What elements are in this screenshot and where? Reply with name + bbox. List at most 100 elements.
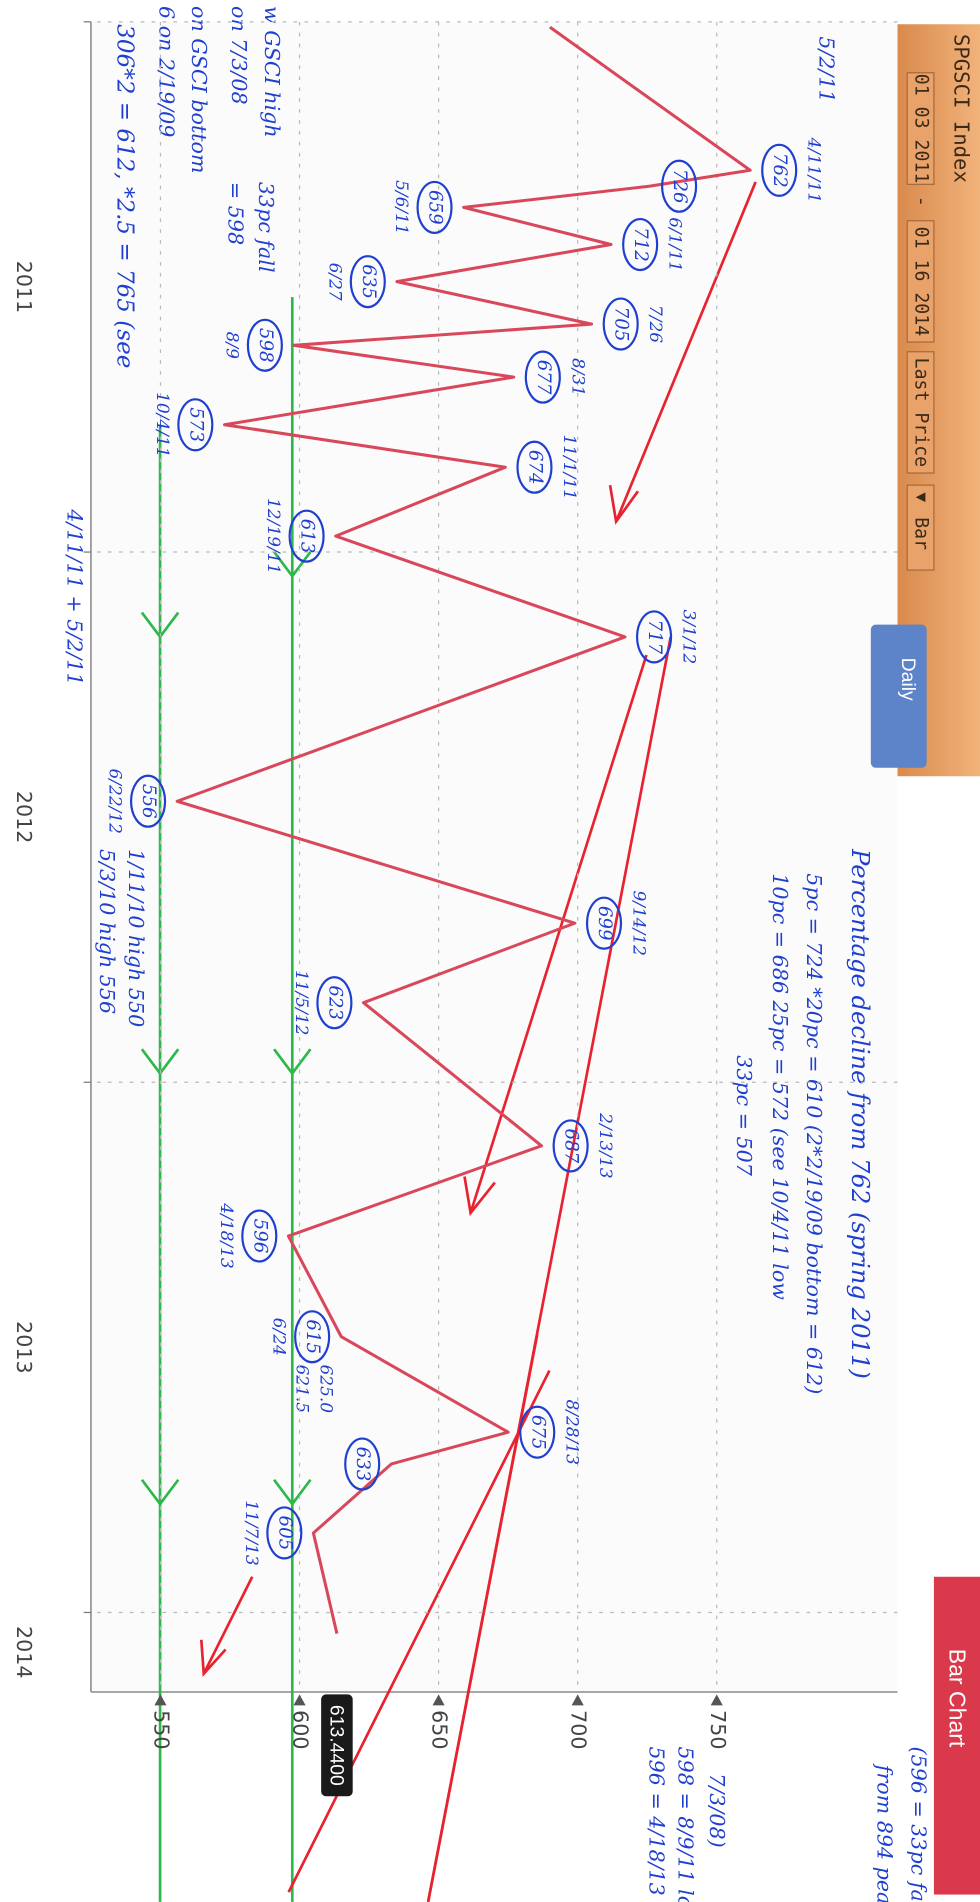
annotation-arrows (140, 181, 757, 1902)
value-label: 699 (594, 906, 615, 941)
note: 598 = 8/9/11 low (674, 1747, 698, 1902)
note: from 894 peak (872, 1763, 896, 1902)
y-tick-mark (710, 1694, 723, 1706)
label-circle (316, 976, 353, 1030)
date-label: 5/6/11 (391, 180, 411, 235)
note: Percentage decline from 762 (spring 2011… (846, 848, 875, 1379)
label-circle (416, 180, 453, 234)
date-label: 11/1/11 (559, 434, 579, 499)
date-label: 9/14/12 (628, 890, 648, 955)
label-circle (288, 509, 325, 563)
view-button[interactable] (933, 1576, 980, 1895)
note: 6 on 2/19/09 (154, 6, 178, 137)
value-label: 598 (255, 328, 276, 363)
notes: Percentage decline from 762 (spring 2011… (62, 6, 930, 1902)
y-tick-mark (154, 1694, 167, 1706)
value-label: 675 (527, 1415, 548, 1450)
value-label: 674 (524, 450, 545, 485)
note: 4/11/11 + 5/2/11 (62, 508, 86, 685)
view[interactable]: Bar Chart (945, 1649, 971, 1748)
y-tick-label: 550 (149, 1710, 173, 1749)
date-label: 8/9 (221, 332, 241, 360)
note: 596 = 4/18/13 low (644, 1747, 668, 1902)
note: 621.5 (291, 1365, 311, 1414)
date-label: 12/19/11 (263, 498, 283, 574)
y-tick-label: 600 (289, 1710, 313, 1749)
x-tick-label: 2013 (12, 1321, 36, 1373)
price-line (175, 25, 752, 1635)
date-label: 6/27 (324, 263, 344, 301)
value-label: 717 (644, 620, 665, 655)
date-label: 8/28/13 (562, 1399, 582, 1464)
label-circle (661, 159, 698, 213)
y-tick-mark (293, 1694, 306, 1706)
toolbar (897, 24, 980, 777)
green-arrows (140, 297, 312, 1902)
note: 33pc fall (254, 182, 278, 273)
date-label: 7/26 (645, 305, 665, 343)
note: 5/3/10 high 556 (95, 849, 119, 1014)
date-label: 3/1/12 (679, 610, 699, 665)
value-label: 623 (324, 985, 345, 1020)
period-tab[interactable] (870, 624, 927, 768)
note: 625.0 (316, 1365, 336, 1414)
value-label: 762 (769, 153, 790, 188)
last-price-label: 613.4400 (326, 1705, 348, 1786)
value-label: 687 (561, 1129, 582, 1164)
note: 1/11/10 high 550 (124, 849, 148, 1027)
label-circle (602, 297, 639, 351)
y-tick-label: 650 (428, 1710, 452, 1749)
note: 7/3/08) (705, 1773, 729, 1847)
landscape-chart: SPGSCI Index 01 03 2011 - 01 16 2014 Las… (12, 6, 980, 1902)
style-box[interactable] (906, 484, 935, 571)
field-box[interactable] (906, 351, 935, 474)
label-circle (344, 1437, 381, 1491)
start-date-box[interactable] (906, 72, 935, 185)
y-tick-mark (571, 1694, 584, 1706)
value-label: 573 (185, 407, 206, 442)
label-circle (266, 1506, 303, 1560)
dropdown-arrow[interactable] (915, 492, 926, 503)
date-label: 4/18/13 (216, 1202, 236, 1268)
note: on 7/3/08 (227, 6, 251, 105)
value-label: 635 (358, 264, 379, 299)
note: on GSCI bottom (187, 6, 211, 173)
label-circle (585, 896, 623, 950)
label-circle (761, 143, 798, 197)
value-label: 556 (138, 784, 159, 819)
note: = 598 (224, 182, 248, 245)
value-label: 659 (425, 190, 446, 225)
end-date[interactable]: 01 16 2014 (911, 227, 932, 337)
note: 5/2/11 (814, 36, 838, 102)
note: 33pc = 507 (732, 1055, 756, 1177)
note: (596 = 33pc fall (906, 1747, 930, 1902)
value-label: 726 (669, 169, 690, 204)
field[interactable]: Last Price (911, 358, 932, 468)
date-label: 11/5/12 (291, 970, 311, 1035)
value-label: 615 (302, 1319, 323, 1354)
date-separator: - (911, 196, 932, 207)
note: 306*2 = 612, *2.5 = 765 (see (112, 24, 138, 368)
label-circle (519, 1405, 556, 1459)
date-label: 11/7/13 (241, 1500, 261, 1565)
note: 5pc = 724 *20pc = 610 (2*2/19/09 bottom … (802, 873, 826, 1394)
label-circle (129, 774, 167, 828)
y-tick-mark (432, 1694, 445, 1706)
date-label: 6/22/12 (105, 769, 125, 834)
style[interactable]: Bar (911, 517, 932, 550)
x-tick-label: 2012 (12, 791, 36, 843)
date-label: 4/11/11 (804, 137, 824, 203)
plot-area (90, 21, 898, 1692)
note: w GSCI high (260, 6, 284, 138)
value-label: 712 (630, 227, 651, 262)
period[interactable]: Daily (897, 658, 919, 701)
label-circle (294, 1310, 331, 1364)
value-label: 613 (297, 519, 318, 554)
end-date-box[interactable] (906, 220, 935, 343)
label-circle (177, 398, 214, 452)
start-date[interactable]: 01 03 2011 (911, 74, 932, 184)
label-circle (552, 1119, 589, 1173)
value-label: 596 (249, 1219, 270, 1254)
